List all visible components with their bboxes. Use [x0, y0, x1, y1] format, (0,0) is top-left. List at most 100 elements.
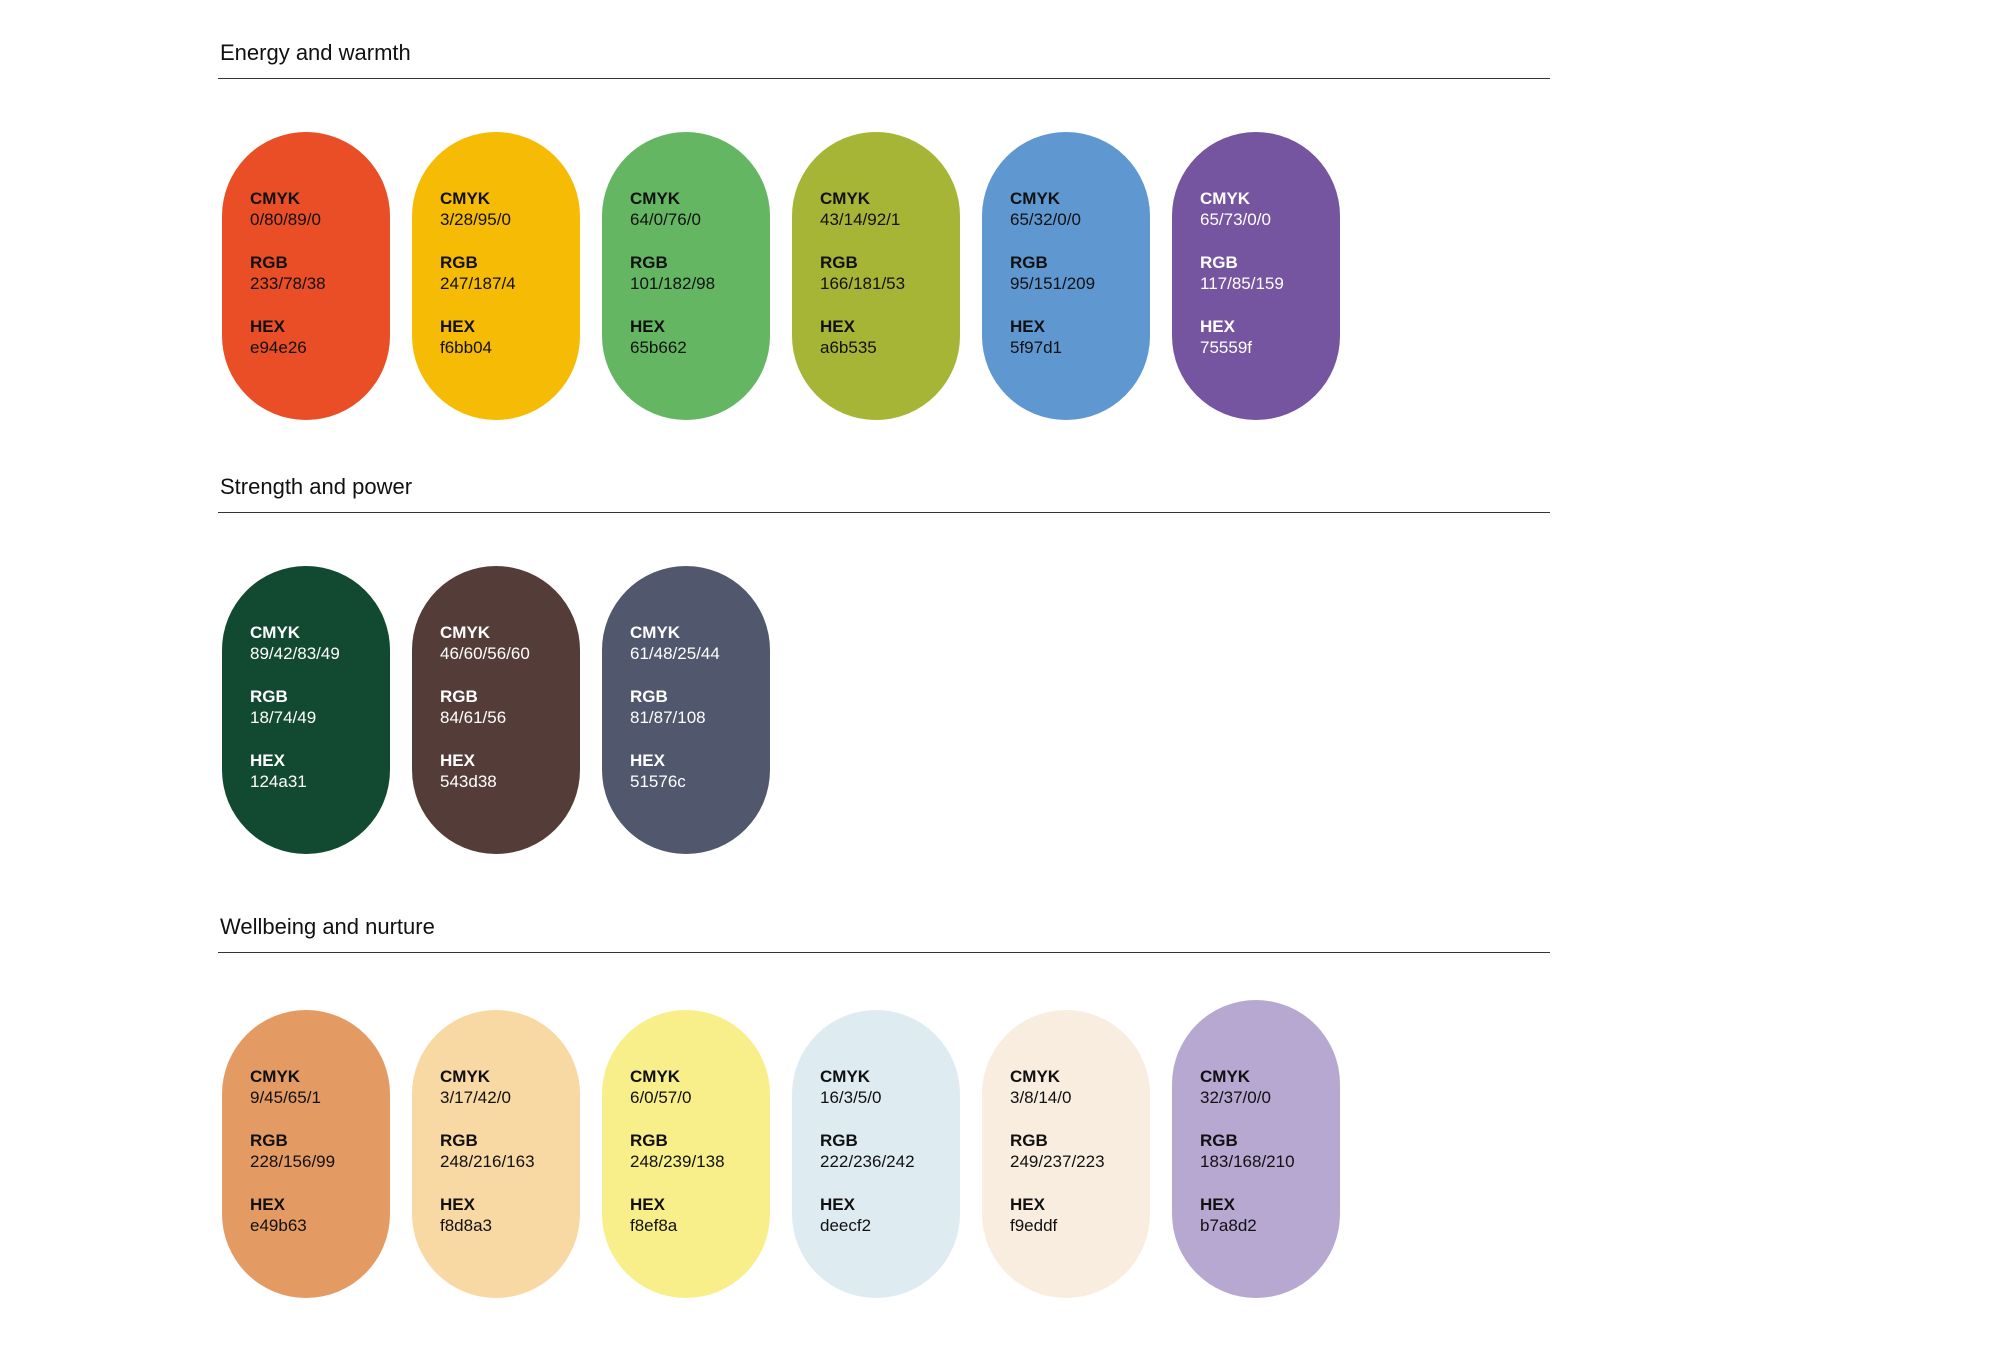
- rgb-value: 247/187/4: [440, 274, 516, 293]
- cmyk-label: CMYK: [1200, 1067, 1251, 1086]
- hex-label: HEX: [1200, 1195, 1235, 1214]
- hex-label: HEX: [820, 1195, 855, 1214]
- section-divider: [218, 952, 1550, 953]
- rgb-value: 84/61/56: [440, 708, 507, 727]
- rgb-label: RGB: [820, 253, 858, 272]
- rgb-label: RGB: [820, 1131, 858, 1150]
- rgb-label: RGB: [250, 253, 288, 272]
- hex-value: f8ef8a: [630, 1216, 678, 1235]
- cmyk-value: 89/42/83/49: [250, 644, 340, 663]
- cmyk-value: 61/48/25/44: [630, 644, 720, 663]
- rgb-label: RGB: [440, 253, 478, 272]
- cmyk-label: CMYK: [630, 623, 681, 642]
- cmyk-value: 43/14/92/1: [820, 210, 901, 229]
- section-title: Energy and warmth: [220, 40, 411, 65]
- cmyk-label: CMYK: [250, 1067, 301, 1086]
- hex-value: f9eddf: [1010, 1216, 1058, 1235]
- section-divider: [218, 512, 1550, 513]
- hex-label: HEX: [250, 751, 285, 770]
- hex-label: HEX: [630, 751, 665, 770]
- hex-label: HEX: [440, 751, 475, 770]
- color-swatch: CMYK 6/0/57/0 RGB 248/239/138 HEX f8ef8a: [602, 1010, 770, 1298]
- hex-label: HEX: [1010, 1195, 1045, 1214]
- swatch-row: CMYK 89/42/83/49 RGB 18/74/49 HEX 124a31 CM…: [222, 566, 770, 854]
- cmyk-label: CMYK: [250, 189, 301, 208]
- cmyk-label: CMYK: [1200, 189, 1251, 208]
- hex-label: HEX: [1010, 317, 1045, 336]
- cmyk-label: CMYK: [440, 1067, 491, 1086]
- rgb-value: 228/156/99: [250, 1152, 336, 1171]
- section-energy-and-warmth: Energy and warmth CMYK 0/80/89/0 RGB 233/7…: [218, 40, 1550, 420]
- rgb-value: 183/168/210: [1200, 1152, 1295, 1171]
- hex-value: 75559f: [1200, 338, 1252, 357]
- cmyk-value: 3/28/95/0: [440, 210, 511, 229]
- hex-value: a6b535: [820, 338, 877, 357]
- color-swatch: CMYK 3/28/95/0 RGB 247/187/4 HEX f6bb04: [412, 132, 580, 420]
- cmyk-value: 65/32/0/0: [1010, 210, 1081, 229]
- hex-value: 65b662: [630, 338, 687, 357]
- section-divider: [218, 78, 1550, 79]
- cmyk-value: 64/0/76/0: [630, 210, 701, 229]
- hex-value: 51576c: [630, 772, 686, 791]
- cmyk-label: CMYK: [440, 189, 491, 208]
- hex-label: HEX: [440, 317, 475, 336]
- cmyk-value: 6/0/57/0: [630, 1088, 692, 1107]
- hex-value: deecf2: [820, 1216, 872, 1235]
- rgb-label: RGB: [440, 687, 478, 706]
- color-swatch: CMYK 43/14/92/1 RGB 166/181/53 HEX a6b535: [792, 132, 960, 420]
- rgb-label: RGB: [630, 253, 668, 272]
- cmyk-label: CMYK: [1010, 189, 1061, 208]
- rgb-value: 248/239/138: [630, 1152, 725, 1171]
- cmyk-value: 0/80/89/0: [250, 210, 321, 229]
- hex-label: HEX: [250, 1195, 285, 1214]
- hex-label: HEX: [630, 317, 665, 336]
- cmyk-label: CMYK: [630, 189, 681, 208]
- cmyk-label: CMYK: [250, 623, 301, 642]
- color-swatch: CMYK 16/3/5/0 RGB 222/236/242 HEX deecf2: [792, 1010, 960, 1298]
- rgb-value: 222/236/242: [820, 1152, 915, 1171]
- color-swatch: CMYK 3/8/14/0 RGB 249/237/223 HEX f9eddf: [982, 1010, 1150, 1298]
- cmyk-label: CMYK: [630, 1067, 681, 1086]
- hex-value: b7a8d2: [1200, 1216, 1257, 1235]
- color-swatch: CMYK 64/0/76/0 RGB 101/182/98 HEX 65b662: [602, 132, 770, 420]
- color-swatch: CMYK 3/17/42/0 RGB 248/216/163 HEX f8d8a3: [412, 1010, 580, 1298]
- hex-value: e49b63: [250, 1216, 307, 1235]
- cmyk-label: CMYK: [820, 189, 871, 208]
- rgb-value: 18/74/49: [250, 708, 317, 727]
- color-swatch: CMYK 46/60/56/60 RGB 84/61/56 HEX 543d38: [412, 566, 580, 854]
- rgb-label: RGB: [1200, 253, 1238, 272]
- rgb-label: RGB: [440, 1131, 478, 1150]
- hex-label: HEX: [820, 317, 855, 336]
- cmyk-value: 3/17/42/0: [440, 1088, 511, 1107]
- rgb-value: 81/87/108: [630, 708, 706, 727]
- rgb-value: 249/237/223: [1010, 1152, 1105, 1171]
- section-wellbeing-and-nurture: Wellbeing and nurture CMYK 9/45/65/1 RGB 2…: [218, 914, 1550, 1298]
- rgb-value: 95/151/209: [1010, 274, 1096, 293]
- section-title: Wellbeing and nurture: [220, 914, 435, 939]
- color-swatch: CMYK 0/80/89/0 RGB 233/78/38 HEX e94e26: [222, 132, 390, 420]
- cmyk-value: 16/3/5/0: [820, 1088, 882, 1107]
- rgb-value: 117/85/159: [1200, 274, 1284, 293]
- hex-label: HEX: [250, 317, 285, 336]
- hex-value: e94e26: [250, 338, 307, 357]
- swatch-row: CMYK 9/45/65/1 RGB 228/156/99 HEX e49b63 CM…: [222, 1000, 1340, 1298]
- color-swatch: CMYK 32/37/0/0 RGB 183/168/210 HEX b7a8d2: [1172, 1000, 1340, 1298]
- hex-value: f8d8a3: [440, 1216, 492, 1235]
- cmyk-value: 32/37/0/0: [1200, 1088, 1271, 1107]
- hex-value: f6bb04: [440, 338, 492, 357]
- rgb-label: RGB: [630, 1131, 668, 1150]
- color-swatch: CMYK 9/45/65/1 RGB 228/156/99 HEX e49b63: [222, 1010, 390, 1298]
- cmyk-value: 46/60/56/60: [440, 644, 530, 663]
- cmyk-label: CMYK: [1010, 1067, 1061, 1086]
- hex-label: HEX: [630, 1195, 665, 1214]
- rgb-label: RGB: [1200, 1131, 1238, 1150]
- rgb-label: RGB: [250, 1131, 288, 1150]
- hex-value: 124a31: [250, 772, 307, 791]
- rgb-label: RGB: [1010, 253, 1048, 272]
- color-swatch: CMYK 61/48/25/44 RGB 81/87/108 HEX 51576c: [602, 566, 770, 854]
- rgb-label: RGB: [1010, 1131, 1048, 1150]
- rgb-value: 101/182/98: [630, 274, 716, 293]
- cmyk-label: CMYK: [440, 623, 491, 642]
- rgb-label: RGB: [630, 687, 668, 706]
- hex-label: HEX: [440, 1195, 475, 1214]
